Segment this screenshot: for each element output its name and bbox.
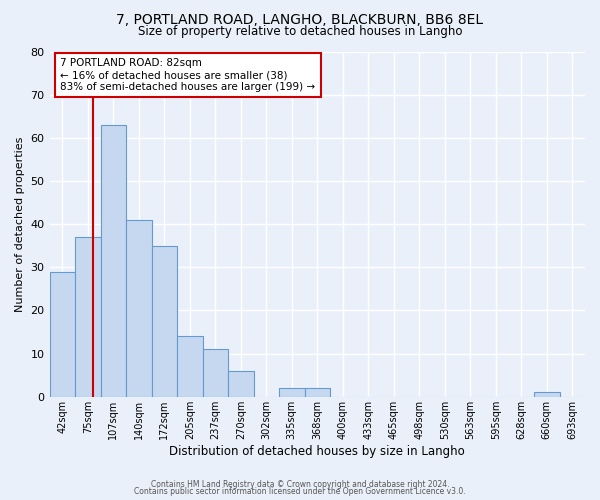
X-axis label: Distribution of detached houses by size in Langho: Distribution of detached houses by size … [169, 444, 465, 458]
Text: Contains HM Land Registry data © Crown copyright and database right 2024.: Contains HM Land Registry data © Crown c… [151, 480, 449, 489]
Bar [126, 220, 152, 397]
Bar [152, 246, 177, 397]
Bar [279, 388, 305, 397]
Y-axis label: Number of detached properties: Number of detached properties [15, 136, 25, 312]
Text: 7 PORTLAND ROAD: 82sqm
← 16% of detached houses are smaller (38)
83% of semi-det: 7 PORTLAND ROAD: 82sqm ← 16% of detached… [60, 58, 316, 92]
Text: Contains public sector information licensed under the Open Government Licence v3: Contains public sector information licen… [134, 487, 466, 496]
Bar [75, 237, 101, 397]
Bar [228, 371, 254, 397]
Bar [50, 272, 75, 397]
Bar [534, 392, 560, 397]
Text: Size of property relative to detached houses in Langho: Size of property relative to detached ho… [138, 25, 462, 38]
Bar [305, 388, 330, 397]
Bar [203, 350, 228, 397]
Bar [177, 336, 203, 397]
Bar [101, 125, 126, 397]
Text: 7, PORTLAND ROAD, LANGHO, BLACKBURN, BB6 8EL: 7, PORTLAND ROAD, LANGHO, BLACKBURN, BB6… [116, 12, 484, 26]
